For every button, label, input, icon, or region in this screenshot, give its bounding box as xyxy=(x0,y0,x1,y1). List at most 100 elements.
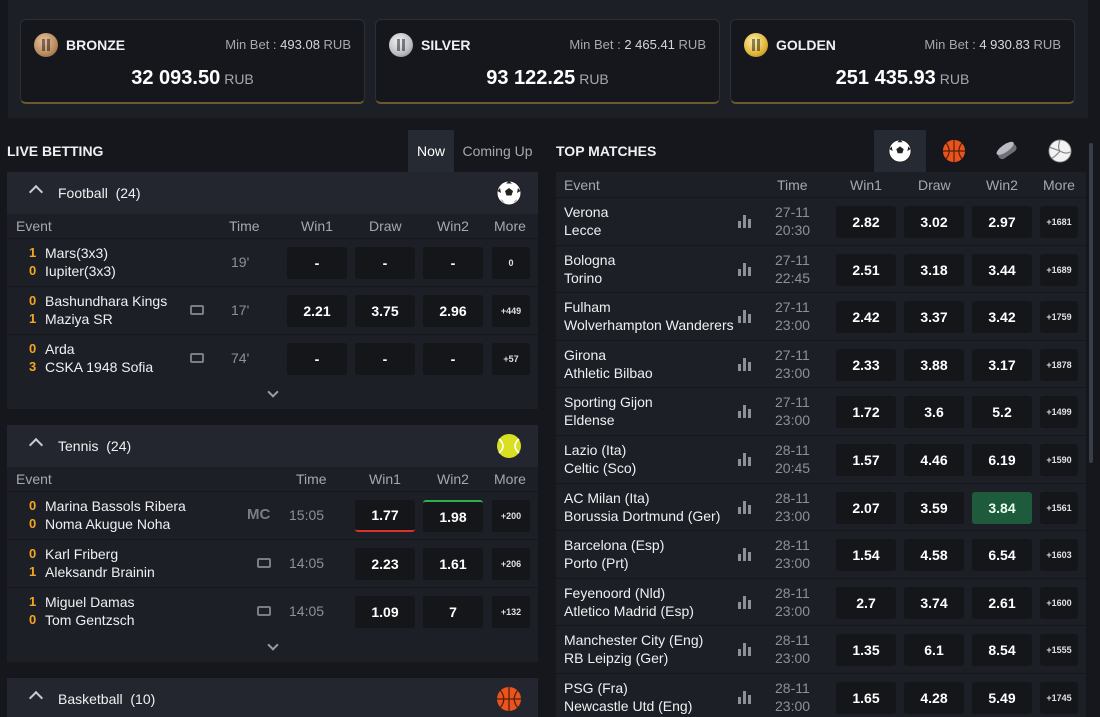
odd-draw[interactable]: - xyxy=(355,343,415,375)
odd-draw[interactable]: 3.02 xyxy=(904,206,964,238)
live-stream-icon[interactable] xyxy=(190,305,204,315)
more-markets-button[interactable]: +1555 xyxy=(1040,634,1078,667)
odd-draw[interactable]: 3.37 xyxy=(904,301,964,334)
live-stream-icon[interactable] xyxy=(257,606,271,616)
odd-win1[interactable]: 1.57 xyxy=(836,443,896,476)
odd-win1[interactable]: - xyxy=(287,247,347,279)
odd-win1[interactable]: 2.51 xyxy=(836,253,896,286)
odd-win1[interactable]: 1.09 xyxy=(355,596,415,628)
more-markets-button[interactable]: +1561 xyxy=(1040,491,1078,524)
tennis-header[interactable]: Tennis (24) xyxy=(7,425,538,467)
odd-win2[interactable]: 3.17 xyxy=(972,348,1032,381)
top-match-row[interactable]: Bologna Torino 27-11 22:45 2.51 3.18 3.44 +1689 xyxy=(556,244,1086,293)
top-match-row[interactable]: Fulham Wolverhampton Wanderers 27-11 23:00 2… xyxy=(556,292,1086,340)
odd-win1[interactable]: 2.7 xyxy=(836,586,896,619)
odd-win1[interactable]: 2.33 xyxy=(836,348,896,381)
more-markets-button[interactable]: +206 xyxy=(492,548,530,580)
more-markets-button[interactable]: +57 xyxy=(492,343,530,375)
statistics-icon[interactable] xyxy=(738,405,751,419)
more-markets-button[interactable]: +200 xyxy=(492,500,530,532)
odd-win1[interactable]: 2.21 xyxy=(287,295,347,327)
odd-win1[interactable]: 2.42 xyxy=(836,301,896,334)
tab-volleyball[interactable] xyxy=(1034,130,1086,172)
more-markets-button[interactable]: 0 xyxy=(492,247,530,279)
tab-hockey[interactable] xyxy=(981,130,1033,172)
more-markets-button[interactable]: +449 xyxy=(492,295,530,327)
chevron-down-icon[interactable] xyxy=(267,386,279,398)
top-match-row[interactable]: Barcelona (Esp) Porto (Prt) 28-11 23:00 1.54… xyxy=(556,530,1086,578)
statistics-icon[interactable] xyxy=(738,595,751,609)
more-markets-button[interactable]: +132 xyxy=(492,596,530,628)
statistics-icon[interactable] xyxy=(738,262,751,276)
chevron-up-icon[interactable] xyxy=(28,690,44,706)
more-markets-button[interactable]: +1878 xyxy=(1040,348,1078,381)
odd-win1[interactable]: 1.77 xyxy=(355,500,415,532)
match-row[interactable]: 1 0 Miguel Damas Tom Gentzsch 14:05 1.09… xyxy=(7,587,538,635)
odd-win1[interactable]: 1.65 xyxy=(836,681,896,714)
more-markets-button[interactable]: +1499 xyxy=(1040,396,1078,429)
odd-win2[interactable]: 3.84 xyxy=(972,491,1032,524)
chevron-down-icon[interactable] xyxy=(267,639,279,651)
odd-win2[interactable]: 7 xyxy=(423,596,483,628)
odd-win2[interactable]: 5.2 xyxy=(972,396,1032,429)
odd-win1[interactable]: 1.54 xyxy=(836,539,896,572)
odd-win2[interactable]: 2.61 xyxy=(972,586,1032,619)
statistics-icon[interactable] xyxy=(738,500,751,514)
statistics-icon[interactable] xyxy=(738,643,751,657)
match-row[interactable]: 0 3 Arda CSKA 1948 Sofia 74' - - - +57 xyxy=(7,334,538,382)
top-match-row[interactable]: Manchester City (Eng) RB Leipzig (Ger) 28-… xyxy=(556,625,1086,673)
odd-draw[interactable]: 3.75 xyxy=(355,295,415,327)
odd-win2[interactable]: 1.61 xyxy=(423,548,483,580)
top-match-row[interactable]: AC Milan (Ita) Borussia Dortmund (Ger) 28-… xyxy=(556,482,1086,531)
odd-win2[interactable]: - xyxy=(423,343,483,375)
odd-draw[interactable]: 4.46 xyxy=(904,443,964,476)
odd-draw[interactable]: 4.58 xyxy=(904,539,964,572)
odd-win1[interactable]: 2.23 xyxy=(355,548,415,580)
tab-basketball[interactable] xyxy=(928,130,980,172)
statistics-icon[interactable] xyxy=(738,357,751,371)
top-match-row[interactable]: Lazio (Ita) Celtic (Sco) 28-11 20:45 1.57 4.4… xyxy=(556,434,1086,483)
match-row[interactable]: 0 1 Bashundhara Kings Maziya SR 17' 2.21… xyxy=(7,286,538,334)
basketball-header[interactable]: Basketball (10) xyxy=(7,678,538,717)
odd-win2[interactable]: - xyxy=(423,247,483,279)
odd-win1[interactable]: 1.72 xyxy=(836,396,896,429)
odd-win2[interactable]: 5.49 xyxy=(972,681,1032,714)
more-markets-button[interactable]: +1745 xyxy=(1040,681,1078,714)
chevron-up-icon[interactable] xyxy=(28,184,44,200)
odd-win2[interactable]: 8.54 xyxy=(972,634,1032,667)
top-matches-scrollbar[interactable] xyxy=(1089,143,1093,463)
odd-draw[interactable]: 3.6 xyxy=(904,396,964,429)
odd-draw[interactable]: 3.18 xyxy=(904,253,964,286)
odd-win2[interactable]: 3.42 xyxy=(972,301,1032,334)
tab-now[interactable]: Now xyxy=(408,130,454,172)
odd-draw[interactable]: 4.28 xyxy=(904,681,964,714)
odd-win2[interactable]: 6.54 xyxy=(972,539,1032,572)
match-row[interactable]: 1 0 Mars(3x3) Iupiter(3x3) 19' - - - 0 xyxy=(7,238,538,286)
more-markets-button[interactable]: +1689 xyxy=(1040,253,1078,286)
odd-draw[interactable]: - xyxy=(355,247,415,279)
more-markets-button[interactable]: +1600 xyxy=(1040,586,1078,619)
top-match-row[interactable]: Feyenoord (Nld) Atletico Madrid (Esp) 28-1… xyxy=(556,577,1086,626)
statistics-icon[interactable] xyxy=(738,548,751,562)
odd-draw[interactable]: 3.88 xyxy=(904,348,964,381)
odd-win2[interactable]: 6.19 xyxy=(972,443,1032,476)
odd-win2[interactable]: 2.97 xyxy=(972,206,1032,238)
more-markets-button[interactable]: +1681 xyxy=(1040,206,1078,238)
odd-draw[interactable]: 3.59 xyxy=(904,491,964,524)
live-stream-icon[interactable] xyxy=(190,353,204,363)
odd-win1[interactable]: 1.35 xyxy=(836,634,896,667)
odd-win1[interactable]: - xyxy=(287,343,347,375)
odd-win1[interactable]: 2.07 xyxy=(836,491,896,524)
match-row[interactable]: 0 0 Marina Bassols Ribera Noma Akugue No… xyxy=(7,491,538,539)
statistics-icon[interactable] xyxy=(738,310,751,324)
match-row[interactable]: 0 1 Karl Friberg Aleksandr Brainin 14:05… xyxy=(7,539,538,587)
statistics-icon[interactable] xyxy=(738,452,751,466)
show-more-football[interactable] xyxy=(7,382,538,408)
top-match-row[interactable]: Sporting Gijon Eldense 27-11 23:00 1.72 3.6 5.… xyxy=(556,387,1086,435)
odd-draw[interactable]: 6.1 xyxy=(904,634,964,667)
more-markets-button[interactable]: +1603 xyxy=(1040,539,1078,572)
top-match-row[interactable]: Girona Athletic Bilbao 27-11 23:00 2.33 3.88 3… xyxy=(556,339,1086,388)
show-more-tennis[interactable] xyxy=(7,635,538,661)
chevron-up-icon[interactable] xyxy=(28,437,44,453)
more-markets-button[interactable]: +1759 xyxy=(1040,301,1078,334)
